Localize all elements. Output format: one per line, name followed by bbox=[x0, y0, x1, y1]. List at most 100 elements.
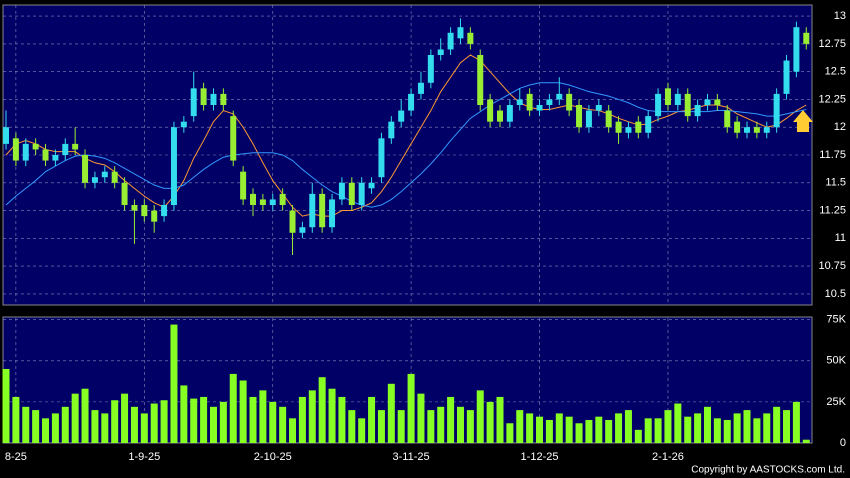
candle-body bbox=[398, 110, 405, 122]
candle-body bbox=[803, 32, 810, 44]
volume-bar bbox=[387, 383, 395, 443]
x-tick-label: 1-12-25 bbox=[521, 451, 559, 463]
volume-bar bbox=[407, 373, 415, 443]
plot-layer: 10.5 10.75 11 11.25 11.5 11.75 12 12.25 12.5 12.7… bbox=[2, 5, 847, 463]
volume-bar bbox=[358, 418, 366, 443]
x-tick-label: 2-1-26 bbox=[652, 451, 684, 463]
candle-body bbox=[497, 110, 503, 122]
volume-bar bbox=[318, 377, 326, 443]
candle-body bbox=[506, 105, 513, 122]
candle-body bbox=[625, 127, 632, 133]
volume-bar bbox=[654, 418, 662, 443]
candle-body bbox=[82, 155, 89, 183]
candle-body bbox=[220, 93, 227, 105]
y-tick-label: 11 bbox=[835, 232, 846, 244]
volume-bar bbox=[526, 413, 534, 443]
volume-bar bbox=[209, 406, 217, 443]
candle-body bbox=[250, 193, 256, 205]
volume-bar bbox=[723, 419, 731, 443]
candle-body bbox=[516, 99, 523, 105]
volume-bar bbox=[170, 324, 178, 443]
y-tick-label: 11.25 bbox=[819, 204, 846, 216]
volume-bar bbox=[536, 416, 544, 443]
candle-body bbox=[744, 127, 750, 133]
signal-arrow bbox=[793, 110, 813, 132]
volume-bar bbox=[397, 410, 405, 443]
volume-bar bbox=[160, 400, 168, 443]
candle-body bbox=[180, 121, 187, 128]
volume-bar bbox=[269, 401, 277, 443]
candle-body bbox=[269, 199, 276, 205]
x-tick-label: 8-25 bbox=[5, 451, 27, 463]
x-tick-label: 3-11-25 bbox=[393, 451, 430, 463]
moving-average bbox=[5, 82, 807, 208]
candle-body bbox=[635, 121, 642, 133]
candle-body bbox=[230, 116, 237, 161]
candle-body bbox=[141, 205, 148, 217]
volume-bar bbox=[289, 418, 297, 443]
volume-bar bbox=[437, 406, 445, 443]
volume-bar bbox=[595, 416, 603, 443]
candle-body bbox=[101, 171, 108, 178]
candle-body bbox=[12, 138, 19, 161]
candle-body bbox=[585, 110, 592, 128]
candle-body bbox=[566, 93, 573, 111]
candle-body bbox=[684, 93, 691, 117]
candle-body bbox=[200, 88, 207, 105]
volume-bar bbox=[61, 406, 69, 443]
candle-body bbox=[32, 143, 39, 150]
candle-body bbox=[309, 193, 316, 228]
volume-bar bbox=[259, 390, 267, 443]
candle-body bbox=[664, 88, 671, 105]
volume-bar bbox=[377, 410, 385, 443]
volume-bar bbox=[674, 403, 682, 443]
volume-bar bbox=[308, 390, 316, 443]
volume-bar bbox=[565, 416, 573, 443]
candle-body bbox=[477, 55, 484, 105]
candle-body bbox=[655, 93, 662, 117]
volume-bar bbox=[447, 396, 455, 443]
volume-bar bbox=[328, 388, 336, 443]
candle-body bbox=[487, 99, 494, 122]
y-tick-label: 11.5 bbox=[825, 177, 846, 189]
volume-bar bbox=[753, 418, 761, 443]
volume-bar bbox=[486, 401, 494, 443]
candle-body bbox=[615, 121, 622, 133]
volume-bar bbox=[783, 410, 791, 443]
volume-bar bbox=[506, 423, 514, 443]
volume-bar bbox=[150, 403, 158, 443]
volume-bar bbox=[585, 419, 593, 443]
volume-bar bbox=[71, 393, 79, 443]
candle-body bbox=[457, 27, 464, 39]
candle-body bbox=[279, 193, 286, 205]
volume-bar bbox=[684, 416, 692, 443]
candle-body bbox=[358, 182, 365, 205]
volume-bar bbox=[644, 418, 652, 443]
candle-body bbox=[319, 193, 326, 228]
volume-bar bbox=[615, 413, 623, 443]
volume-bar bbox=[802, 439, 810, 443]
candle-body bbox=[753, 127, 760, 133]
volume-bar bbox=[516, 410, 524, 443]
candle-body bbox=[190, 88, 197, 117]
candle-body bbox=[299, 227, 306, 233]
candle-body bbox=[378, 138, 385, 178]
candle-body bbox=[22, 143, 29, 161]
volume-bar bbox=[32, 410, 40, 443]
candle-body bbox=[773, 93, 780, 128]
candle-body bbox=[546, 99, 553, 105]
candle-body bbox=[467, 32, 474, 44]
volume-bar bbox=[476, 390, 484, 443]
volume-bar bbox=[121, 393, 129, 443]
candle-body bbox=[131, 205, 138, 211]
y-tick-label: 0 bbox=[840, 437, 846, 449]
volume-bar bbox=[190, 398, 198, 443]
candle-body bbox=[72, 143, 79, 150]
volume-bar bbox=[111, 400, 119, 443]
volume-bar bbox=[219, 401, 227, 443]
candle-body bbox=[3, 127, 9, 144]
candle-body bbox=[694, 105, 701, 117]
candle-body bbox=[210, 93, 217, 105]
volume-bar bbox=[456, 406, 464, 443]
